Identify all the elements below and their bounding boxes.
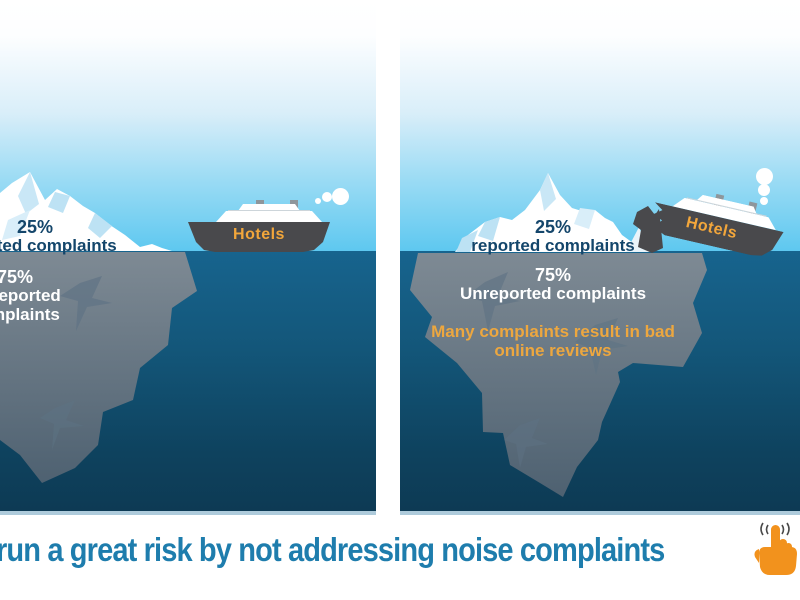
reported-pct: 25% [16,217,54,237]
panel-bottom-edge [0,511,376,515]
iceberg-graphic-right [410,173,707,497]
reported-label: reported complaints [0,236,117,256]
bad-reviews-note: Many complaints result in bad online rev… [428,322,678,360]
panel-bottom-edge [400,511,800,515]
sound-wave-marks [760,522,790,536]
reported-stat: 25% reported complaints [453,217,653,256]
ship-smoke [322,192,332,202]
hotel-ship: Hotels [186,176,349,252]
ship-upper-deck [238,204,300,211]
reported-label: reported complaints [471,236,635,256]
panel-before: Hotels 25% reported complaints 75% Unrep… [0,0,376,515]
reported-pct: 25% [534,217,572,237]
unreported-label: Unreported complaints [459,284,647,304]
unreported-stat: 75% Unreported complaints [0,267,105,324]
ship-smoke [760,197,768,205]
unreported-pct: 75% [534,265,572,285]
note-line-1: Many complaints result in bad [431,322,675,341]
ship-smoke [758,184,770,196]
tap-hand-icon [754,522,797,575]
iceberg-above-water [455,173,652,252]
iceberg-graphic-left [0,172,197,483]
ship-name-label: Hotels [233,226,285,243]
unreported-stat: 75% Unreported complaints [453,265,653,304]
ship-lower-deck [216,211,322,222]
caption-text: run a great risk by not addressing noise… [0,531,665,568]
iceberg-underwater [0,252,197,483]
iceberg-above-water [0,172,172,251]
note-line-2: online reviews [494,341,612,361]
ship-smoke [756,168,773,185]
panel-after: Hotels 25% reported complaints 75% Unrep… [400,0,800,515]
ship-smoke [332,188,349,205]
unreported-label: Unreported complaints [0,286,61,324]
reported-stat: 25% reported complaints [0,217,130,256]
iceberg-underwater [410,253,707,497]
ship-smoke [315,198,321,204]
pointing-finger [754,525,797,575]
ship-deck-line [228,210,310,211]
ship-hull [188,222,330,252]
unreported-pct: 75% [0,267,34,287]
